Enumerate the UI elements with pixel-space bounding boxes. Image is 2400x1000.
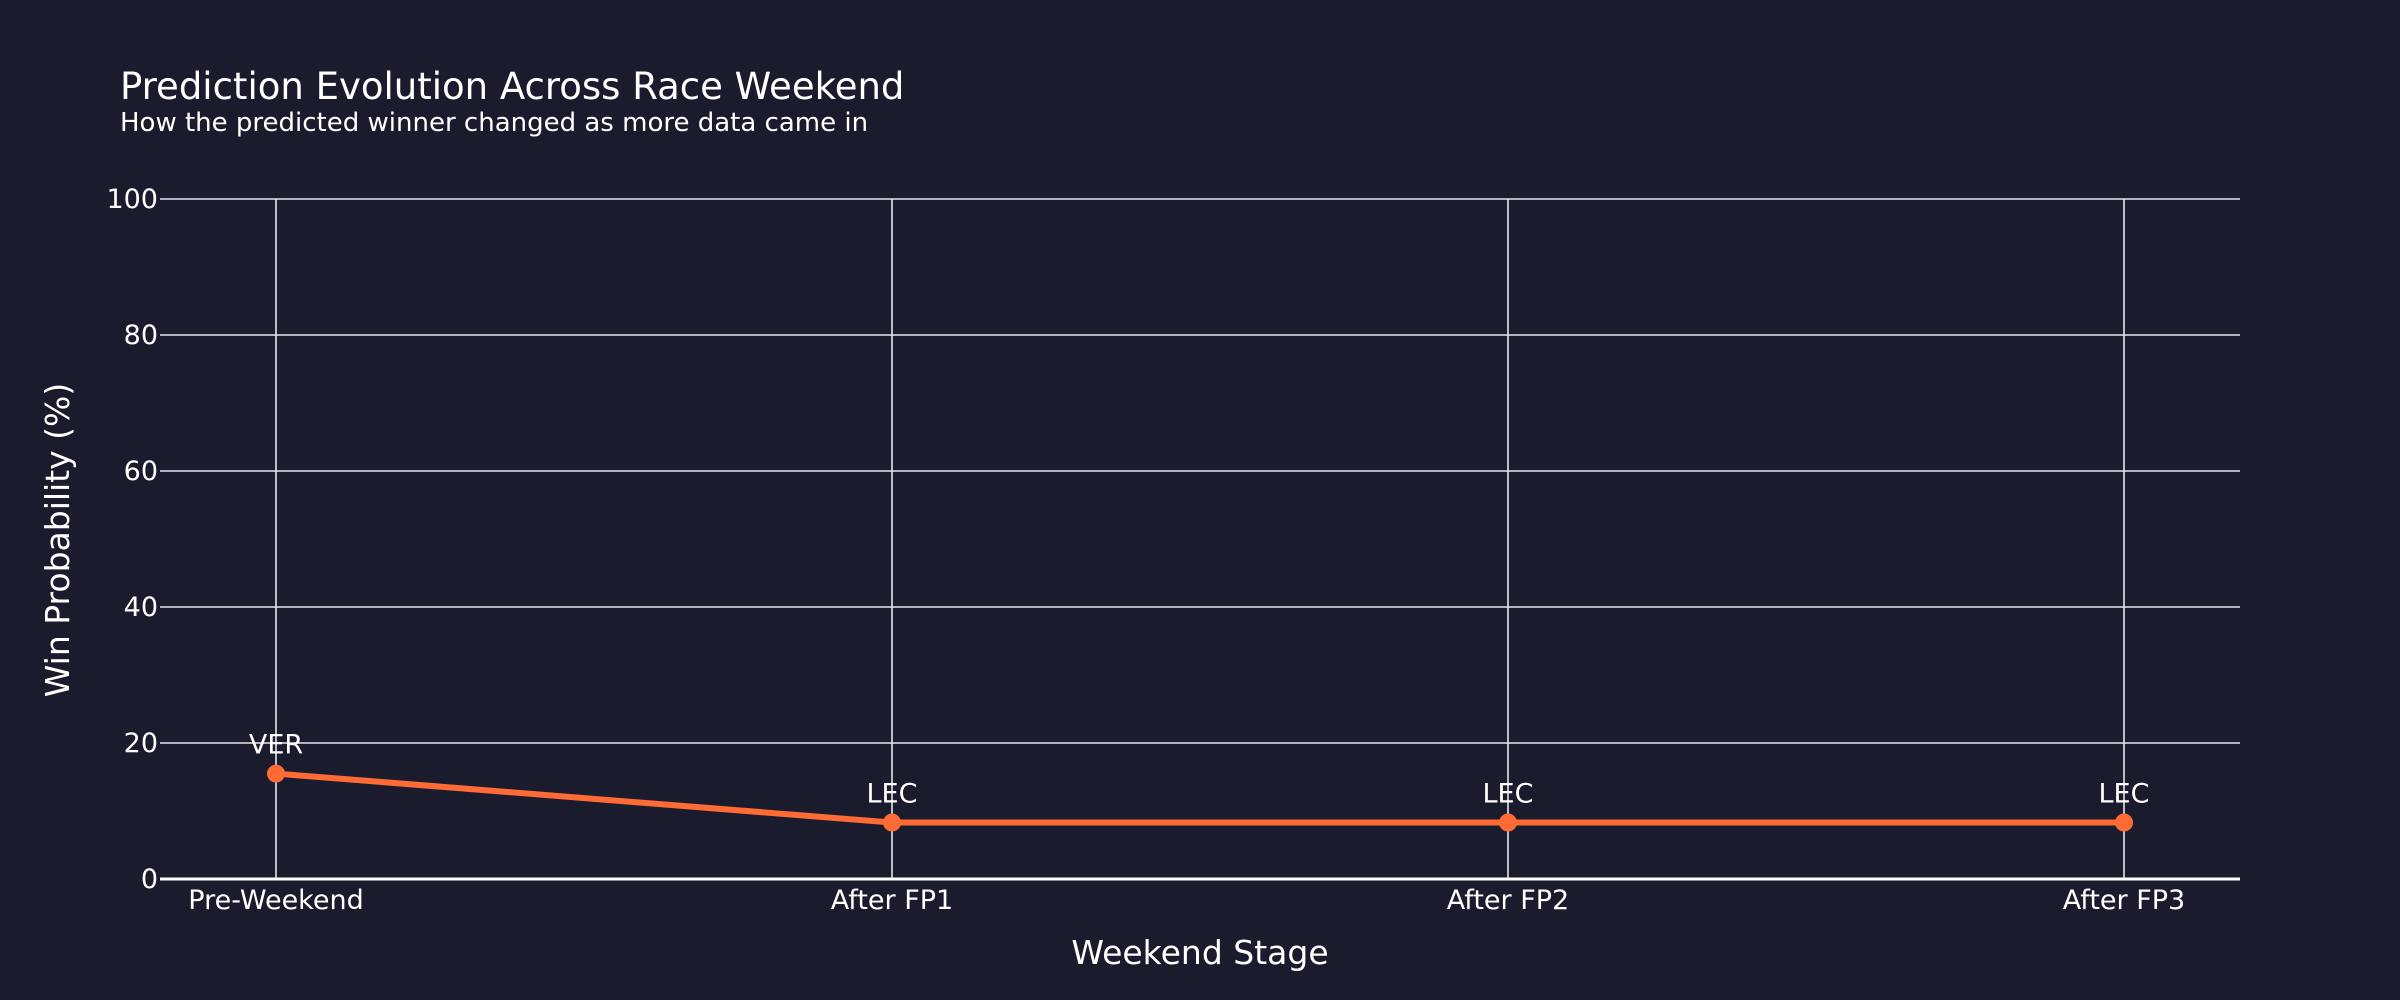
y-tick-label: 0 bbox=[141, 864, 158, 895]
y-tick-label: 60 bbox=[124, 456, 158, 487]
x-tick-label: After FP2 bbox=[1447, 885, 1569, 916]
grid-layer bbox=[160, 198, 2240, 879]
data-label: LEC bbox=[867, 779, 918, 810]
series-line bbox=[273, 770, 2127, 826]
y-tick-label: 100 bbox=[106, 184, 158, 215]
x-tick-label: After FP3 bbox=[2063, 885, 2185, 916]
axis-layer: 0 20 40 60 80 100 Pre-Weekend After FP1 After FP… bbox=[106, 184, 2240, 916]
chart-title: Prediction Evolution Across Race Weekend bbox=[120, 65, 904, 108]
series-layer bbox=[267, 764, 2133, 832]
y-tick-label: 40 bbox=[124, 592, 158, 623]
data-point[interactable] bbox=[883, 813, 901, 832]
x-tick-label: Pre-Weekend bbox=[188, 885, 363, 916]
data-point[interactable] bbox=[2115, 813, 2133, 832]
data-label: LEC bbox=[1483, 779, 1534, 810]
y-axis-title: Win Probability (%) bbox=[38, 383, 77, 698]
data-label: VER bbox=[249, 730, 303, 761]
y-tick-label: 20 bbox=[124, 728, 158, 759]
label-layer: VER LEC LEC LEC bbox=[249, 730, 2150, 810]
x-tick-label: After FP1 bbox=[831, 885, 953, 916]
data-point[interactable] bbox=[267, 764, 285, 783]
data-label: LEC bbox=[2099, 779, 2150, 810]
data-point[interactable] bbox=[1499, 813, 1517, 832]
chart-subtitle: How the predicted winner changed as more… bbox=[120, 108, 868, 138]
x-axis-title: Weekend Stage bbox=[1071, 933, 1328, 972]
y-tick-label: 80 bbox=[124, 320, 158, 351]
